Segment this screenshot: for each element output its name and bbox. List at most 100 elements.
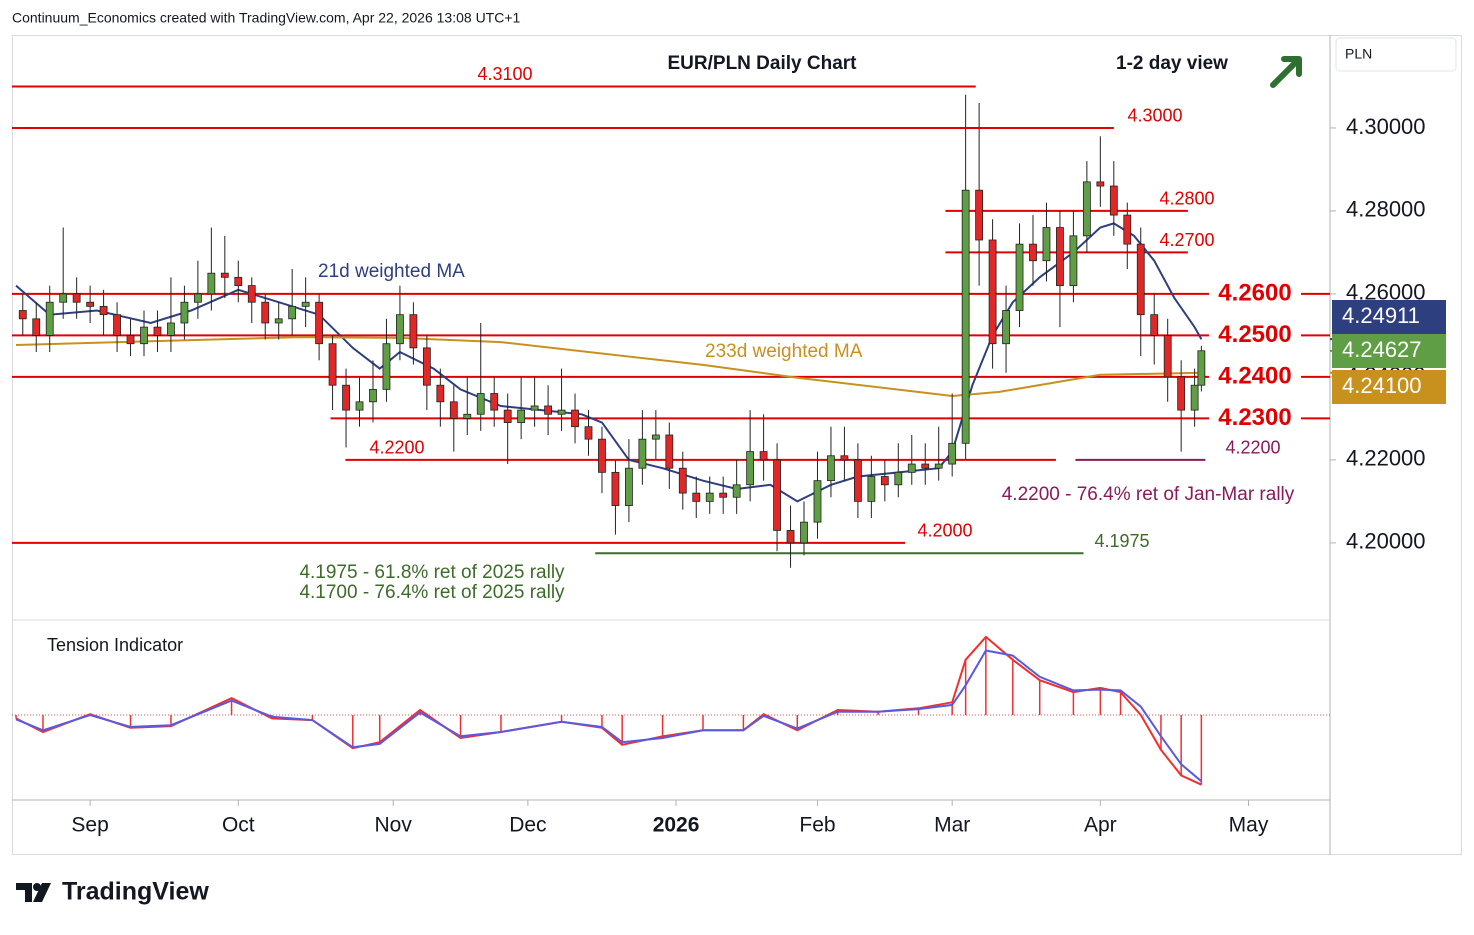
level-label-bg <box>1209 321 1301 350</box>
y-tick-label: 4.22000 <box>1346 446 1426 471</box>
frame <box>12 35 1462 855</box>
candle-body <box>126 335 135 345</box>
level-label: 4.2300 <box>1218 404 1291 431</box>
candle-body <box>261 301 270 324</box>
ma-label: 21d weighted MA <box>318 261 465 282</box>
candle-body <box>72 293 81 303</box>
level-label: 4.2800 <box>1159 189 1214 209</box>
candle-body <box>800 521 808 544</box>
candle-body <box>247 285 256 303</box>
candle-body <box>1029 243 1037 262</box>
candle-body <box>827 455 835 482</box>
moving-average <box>15 336 1202 398</box>
candle-body <box>786 530 795 544</box>
candle-body <box>32 318 41 336</box>
candle-body <box>934 463 943 469</box>
candle-body <box>625 467 633 506</box>
tension-line <box>15 649 1203 783</box>
x-tick-label: Nov <box>375 814 413 837</box>
level-label: 4.2200 <box>369 438 424 458</box>
candle-body <box>355 401 364 411</box>
candle-body <box>369 388 377 403</box>
level-label: 4.2200 <box>1225 438 1280 458</box>
candle-body <box>167 322 175 336</box>
x-tick-label: Oct <box>222 814 255 837</box>
candle-body <box>503 409 512 423</box>
chart-subtitle: 1-2 day view <box>1116 53 1228 74</box>
candle-body <box>1150 314 1159 336</box>
candle-body <box>907 463 916 473</box>
candle-body <box>99 305 108 316</box>
candle-body <box>948 442 957 465</box>
candle-body <box>153 326 162 336</box>
candle-body <box>1136 243 1145 316</box>
candle-body <box>449 401 458 419</box>
candle-body <box>463 413 472 419</box>
candle-body <box>113 314 121 336</box>
candle-body <box>961 189 970 444</box>
candle-body <box>1177 376 1186 411</box>
level-label-bg <box>1209 404 1301 433</box>
x-tick-label: Feb <box>799 814 835 837</box>
trend-arrow <box>1270 56 1302 88</box>
candle-body <box>180 301 189 324</box>
price-tag <box>1332 300 1446 334</box>
annotation: 4.1700 - 76.4% ret of 2025 rally <box>299 582 565 603</box>
currency-box <box>1335 37 1457 72</box>
candle-body <box>1197 350 1206 386</box>
price-tag-label: 4.24100 <box>1342 373 1422 398</box>
y-tick-label: 4.28000 <box>1346 197 1426 222</box>
candle-body <box>476 393 485 415</box>
level-label: 4.3100 <box>477 64 532 84</box>
candle-body <box>678 467 687 494</box>
level-label: 4.2000 <box>917 521 972 541</box>
candle-body <box>705 492 714 502</box>
candle-body <box>436 384 445 403</box>
candle-body <box>1082 181 1091 237</box>
x-tick-label: Apr <box>1084 814 1117 837</box>
candle-body <box>1109 185 1118 216</box>
price-tag-label: 4.24627 <box>1342 337 1422 362</box>
candle-body <box>207 272 216 295</box>
candle-body <box>584 426 593 440</box>
level-label-bg <box>1209 279 1301 308</box>
y-tick-label: 4.30000 <box>1346 114 1426 139</box>
candle-body <box>382 343 391 390</box>
candle-body <box>1163 335 1172 378</box>
candle-body <box>140 326 148 345</box>
candle-body <box>1123 214 1132 245</box>
candle-body <box>773 459 781 531</box>
credit: Continuum_Economics created with Trading… <box>12 10 521 26</box>
x-tick-label: Dec <box>509 814 546 837</box>
level-label: 4.3000 <box>1127 106 1182 126</box>
x-tick-label: May <box>1229 814 1269 837</box>
candle-body <box>422 347 431 386</box>
level-label: 4.1975 <box>1094 531 1149 551</box>
level-label-bg <box>1209 362 1301 391</box>
pane-title: Tension Indicator <box>47 635 183 655</box>
candle-body <box>1069 235 1078 287</box>
candle-body <box>234 276 243 287</box>
candle-body <box>853 459 862 502</box>
candle-body <box>759 451 768 461</box>
candle-body <box>813 480 822 523</box>
candle-body <box>1056 227 1064 287</box>
x-tick-label: 2026 <box>653 814 700 837</box>
candle-body <box>530 405 539 411</box>
candle-body <box>867 476 876 502</box>
level-label: 4.2600 <box>1218 279 1291 306</box>
annotation: 4.2200 - 76.4% ret of Jan-Mar rally <box>1002 484 1295 505</box>
candle-body <box>396 314 404 345</box>
candle-body <box>288 305 297 320</box>
candle-body <box>638 438 647 469</box>
candle-body <box>59 293 68 303</box>
candle-body <box>18 310 27 320</box>
candle-body <box>1042 227 1051 262</box>
level-label: 4.2700 <box>1159 230 1214 250</box>
x-tick-label: Sep <box>71 814 108 837</box>
candle-body <box>301 301 310 307</box>
candle-body <box>611 471 620 506</box>
candle-body <box>490 393 499 411</box>
candle-body <box>1190 384 1199 411</box>
